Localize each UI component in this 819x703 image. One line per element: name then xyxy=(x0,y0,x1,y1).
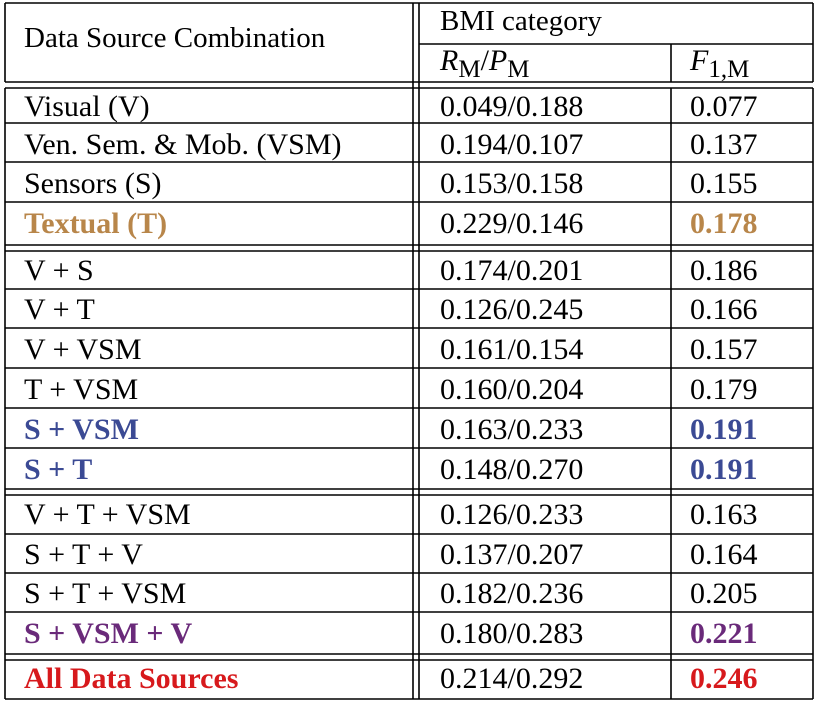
column-header-f1: F1,M xyxy=(690,44,750,83)
row-f1-highlight: 0.178 xyxy=(690,207,758,240)
row-f1: 0.077 xyxy=(690,90,758,123)
row-f1: 0.205 xyxy=(690,577,758,610)
row-rp: 0.180/0.283 xyxy=(440,617,584,650)
row-name-highlight: All Data Sources xyxy=(24,662,239,695)
row-name: T + VSM xyxy=(24,373,139,406)
row-rp: 0.214/0.292 xyxy=(440,662,584,695)
row-f1: 0.186 xyxy=(690,254,758,287)
row-f1-highlight: 0.246 xyxy=(690,662,758,695)
row-name: S + T + VSM xyxy=(24,577,187,610)
row-name: Visual (V) xyxy=(24,90,150,123)
column-header-source: Data Source Combination xyxy=(24,22,326,54)
row-f1: 0.166 xyxy=(690,293,758,326)
row-name: Sensors (S) xyxy=(24,167,162,200)
column-header-recall-precision: RM/PM xyxy=(440,44,530,83)
row-rp: 0.049/0.188 xyxy=(440,90,584,123)
row-rp: 0.229/0.146 xyxy=(440,207,584,240)
row-f1-highlight: 0.221 xyxy=(690,617,758,650)
row-f1: 0.157 xyxy=(690,333,758,366)
row-f1: 0.137 xyxy=(690,128,758,161)
row-rp: 0.161/0.154 xyxy=(440,333,584,366)
row-name-highlight: S + VSM + V xyxy=(24,617,193,650)
row-name: V + VSM xyxy=(24,333,142,366)
row-rp: 0.163/0.233 xyxy=(440,413,584,446)
row-rp: 0.148/0.270 xyxy=(440,453,584,486)
row-rp: 0.153/0.158 xyxy=(440,167,584,200)
row-rp: 0.126/0.245 xyxy=(440,293,584,326)
row-f1-highlight: 0.191 xyxy=(690,453,758,486)
row-name: S + T + V xyxy=(24,538,143,571)
row-rp: 0.126/0.233 xyxy=(440,498,584,531)
row-f1: 0.155 xyxy=(690,167,758,200)
row-name-highlight: S + VSM xyxy=(24,413,139,446)
group-header-bmi: BMI category xyxy=(440,5,602,37)
row-f1: 0.163 xyxy=(690,498,758,531)
row-rp: 0.174/0.201 xyxy=(440,254,584,287)
row-name: V + T xyxy=(24,293,95,326)
row-name: V + T + VSM xyxy=(24,498,191,531)
row-f1: 0.164 xyxy=(690,538,758,571)
row-rp: 0.137/0.207 xyxy=(440,538,584,571)
row-f1-highlight: 0.191 xyxy=(690,413,758,446)
row-rp: 0.182/0.236 xyxy=(440,577,584,610)
row-name: Ven. Sem. & Mob. (VSM) xyxy=(24,128,342,161)
row-rp: 0.160/0.204 xyxy=(440,373,584,406)
row-rp: 0.194/0.107 xyxy=(440,128,584,161)
row-f1: 0.179 xyxy=(690,373,758,406)
row-name-highlight: S + T xyxy=(24,453,93,486)
row-name-highlight: Textual (T) xyxy=(24,207,168,240)
row-name: V + S xyxy=(24,254,94,287)
